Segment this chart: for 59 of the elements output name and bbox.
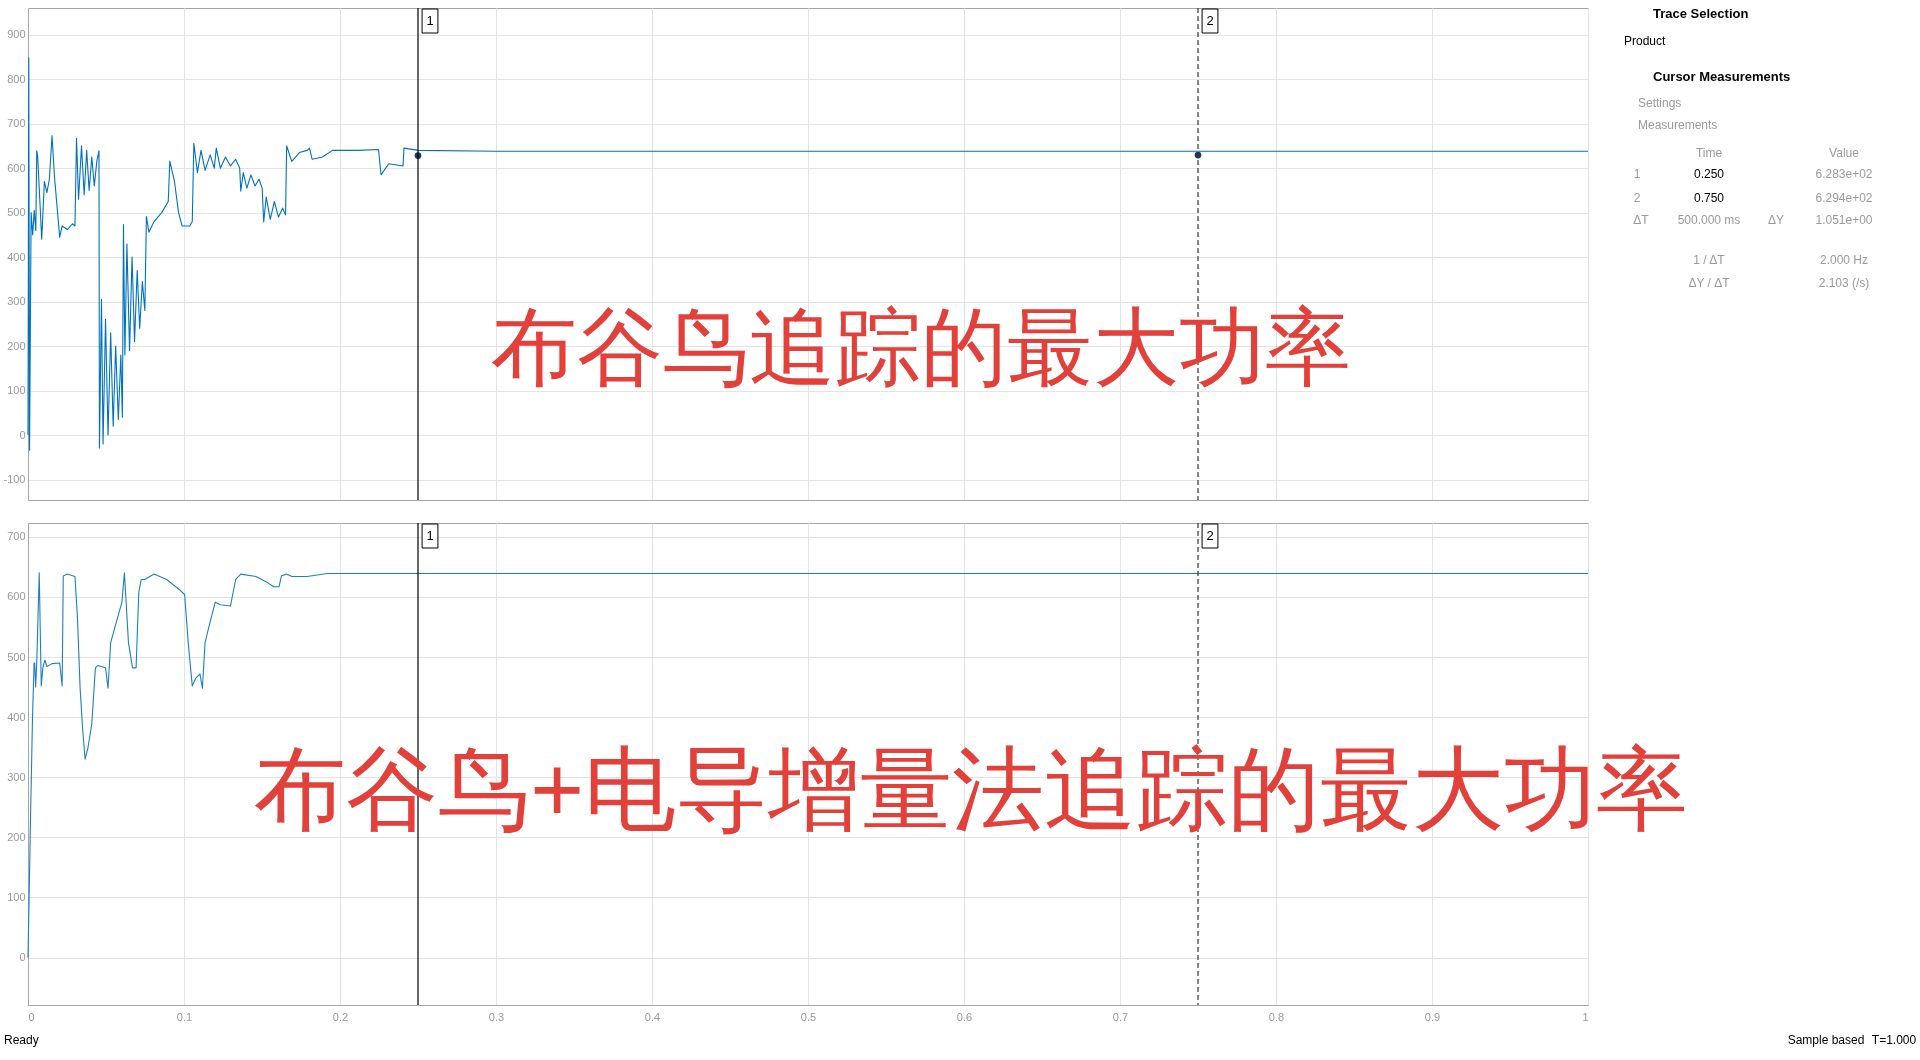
x-tick-label: 0.9: [1424, 1010, 1441, 1023]
text: 1 / ΔT: [1693, 253, 1726, 267]
y-tick-label: 600: [7, 590, 26, 603]
annotation: 1: [426, 13, 434, 28]
y-tick-label: 300: [7, 770, 26, 783]
y-tick-label: 700: [7, 530, 26, 543]
x-tick-label: 0.8: [1268, 1010, 1285, 1023]
text: 0.750: [1693, 191, 1725, 205]
x-tick-label: 0.3: [488, 1010, 505, 1023]
text: Cursor Measurements: [1653, 69, 1791, 84]
annotation: 2: [1206, 528, 1214, 543]
y-tick-label: 100: [7, 384, 26, 397]
y-tick-label: 0: [19, 951, 26, 964]
y-tick-label: 300: [7, 295, 26, 308]
y-tick-label: 200: [7, 339, 26, 352]
y-tick-label: 100: [7, 890, 26, 903]
y-tick-label: 900: [7, 28, 26, 41]
annotation: 1: [426, 528, 434, 543]
text: 6.294e+02: [1815, 191, 1873, 205]
text: Value: [1829, 146, 1860, 160]
text: ΔY / ΔT: [1688, 276, 1731, 290]
x-tick-label: 1: [1582, 1010, 1589, 1023]
text: 2.103 (/s): [1818, 276, 1870, 290]
text: 0.250: [1693, 167, 1725, 181]
y-tick-label: 500: [7, 206, 26, 219]
text: Product: [1624, 34, 1667, 48]
x-tick-label: 0.1: [176, 1010, 193, 1023]
text: ΔY: [1767, 213, 1785, 227]
text: 500.000 ms: [1677, 213, 1741, 227]
y-tick-label: 500: [7, 650, 26, 663]
annotation: 2: [1206, 13, 1214, 28]
text: 1.051e+00: [1815, 213, 1873, 227]
text: Trace Selection: [1653, 6, 1749, 21]
y-tick-label: 400: [7, 710, 26, 723]
text: 2: [1633, 191, 1641, 205]
annotation: 布谷鸟追踪的最大功率: [491, 299, 1351, 395]
y-tick-label: -100: [3, 473, 26, 486]
y-tick-label: 700: [7, 117, 26, 130]
text: 1: [1633, 167, 1641, 181]
text: Sample based: [1787, 1033, 1865, 1047]
text: ΔT: [1633, 213, 1650, 227]
text: T=1.000: [1871, 1033, 1917, 1047]
y-tick-label: 600: [7, 161, 26, 174]
y-tick-label: 400: [7, 250, 26, 263]
x-tick-label: 0.2: [332, 1010, 349, 1023]
x-tick-label: 0.6: [956, 1010, 973, 1023]
text: 2.000 Hz: [1819, 253, 1869, 267]
text: Time: [1695, 146, 1723, 160]
x-tick-label: 0.5: [800, 1010, 817, 1023]
text: 6.283e+02: [1815, 167, 1873, 181]
y-tick-label: 800: [7, 72, 26, 85]
x-tick-label: 0: [28, 1010, 35, 1023]
y-tick-label: 200: [7, 830, 26, 843]
text: Settings: [1638, 96, 1682, 110]
x-tick-label: 0.7: [1112, 1010, 1129, 1023]
y-tick-label: 0: [19, 428, 26, 441]
text: Measurements: [1638, 118, 1718, 132]
x-tick-label: 0.4: [644, 1010, 661, 1023]
text: Ready: [4, 1033, 39, 1047]
